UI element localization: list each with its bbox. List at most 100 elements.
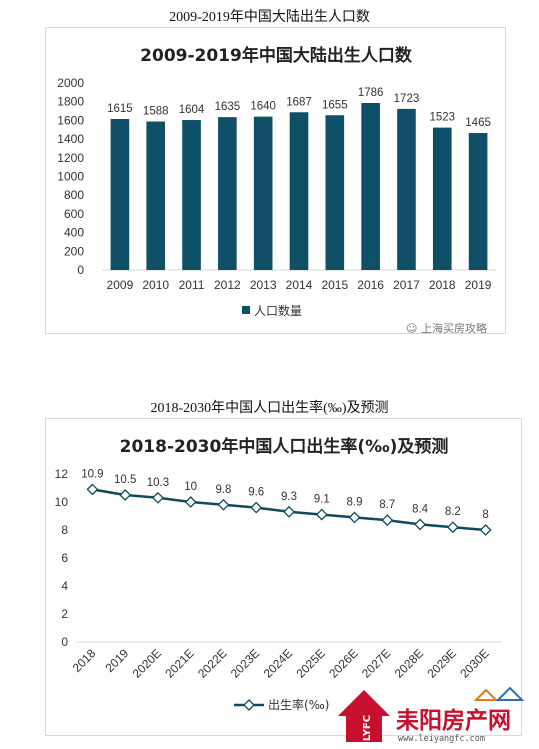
- y-tick-label: 2000: [57, 76, 84, 90]
- bar: [361, 103, 380, 270]
- x-tick-label: 2012: [214, 278, 241, 292]
- logo-side-text: LYFC: [362, 715, 373, 741]
- x-tick-label: 2026E: [326, 646, 360, 680]
- x-tick-label: 2029E: [425, 646, 459, 680]
- roof-icon-2: [495, 686, 525, 701]
- data-point-marker: [381, 514, 394, 527]
- line-chart: 2018-2030年中国人口出生率(‰)及预测 0 2 4 6 8 10 12 10.9 10…: [55, 436, 502, 712]
- point-data-label: 8.4: [412, 503, 429, 515]
- y-tick-label: 10: [55, 495, 69, 509]
- logo-house-icon: [338, 690, 390, 742]
- point-data-label: 8.7: [379, 499, 395, 511]
- point-data-label: 9.8: [215, 484, 231, 496]
- point-data-label: 8.9: [347, 496, 363, 508]
- y-tick-label: 1200: [57, 151, 84, 165]
- bar-data-label: 1523: [429, 112, 455, 124]
- y-tick-label: 2: [61, 607, 68, 621]
- x-tick-label: 2020E: [130, 646, 164, 680]
- data-point-marker: [86, 483, 99, 496]
- roof-icon: [473, 688, 499, 701]
- bar: [397, 108, 416, 270]
- bar-data-label: 1635: [215, 101, 241, 113]
- bar: [182, 120, 201, 270]
- x-tick-label: 2024E: [261, 646, 295, 680]
- x-tick-label: 2018: [429, 278, 456, 292]
- bar-data-label: 1604: [179, 104, 205, 116]
- legend-label: 出生率(‰): [268, 697, 329, 712]
- x-tick-label: 2010: [142, 278, 169, 292]
- data-point-marker: [446, 521, 459, 534]
- bar: [325, 115, 345, 270]
- y-tick-label: 800: [64, 188, 84, 202]
- bar-data-label: 1615: [107, 103, 133, 115]
- caption-bottom: 2018-2030年中国人口出生率(‰)及预测: [150, 401, 389, 416]
- y-tick-label: 1000: [57, 170, 84, 184]
- bar-data-label: 1687: [286, 96, 312, 108]
- x-tick-label: 2022E: [195, 646, 229, 680]
- x-tick-label: 2015: [321, 278, 348, 292]
- bar-data-label: 1640: [250, 101, 276, 113]
- data-point-marker: [184, 496, 197, 508]
- point-data-label: 8.2: [445, 506, 461, 518]
- data-point-marker: [479, 524, 492, 536]
- data-point-marker: [250, 501, 263, 514]
- point-data-label: 9.1: [314, 494, 330, 506]
- y-tick-label: 1400: [57, 132, 84, 146]
- point-data-label: 9.3: [281, 491, 297, 503]
- bar-chart-title: 2009-2019年中国大陆出生人口数: [140, 45, 413, 66]
- x-tick-label: 2023E: [228, 646, 262, 680]
- x-tick-label: 2028E: [392, 646, 426, 680]
- line-chart-panel: 2018-2030年中国人口出生率(‰)及预测 0 2 4 6 8 10 12 10.9 10…: [45, 418, 522, 736]
- site-logo: LYFC 耒阳房产网 www.leiyangfc.com: [336, 684, 539, 744]
- y-tick-label: 0: [77, 263, 84, 277]
- data-point-marker: [348, 511, 361, 524]
- x-tick-label: 2016: [357, 278, 384, 292]
- legend-swatch: [242, 306, 250, 314]
- x-tick-label: 2019: [465, 278, 492, 292]
- bar-chart-panel: 2009-2019年中国大陆出生人口数 0 200 400 600 800 1000 120…: [45, 27, 506, 335]
- data-point-marker: [283, 505, 295, 518]
- y-tick-label: 200: [64, 244, 84, 258]
- caption-top: 2009-2019年中国大陆出生人口数: [169, 10, 370, 25]
- bar-data-label: 1655: [322, 99, 348, 111]
- watermark-text: 上海买房攻略: [420, 322, 487, 335]
- bar: [146, 121, 166, 270]
- y-tick-label: 0: [61, 635, 68, 649]
- y-tick-label: 4: [61, 579, 68, 593]
- y-tick-label: 1800: [57, 95, 84, 109]
- wechat-icon: ☺: [406, 322, 418, 335]
- y-tick-label: 12: [55, 467, 69, 481]
- x-tick-label: 2018: [70, 646, 99, 675]
- x-tick-label: 2021E: [162, 646, 196, 680]
- point-data-label: 10.3: [147, 477, 169, 489]
- y-tick-label: 6: [61, 551, 68, 565]
- legend-label: 人口数量: [254, 303, 302, 318]
- bar: [432, 127, 452, 270]
- x-tick-label: 2009: [107, 278, 134, 292]
- data-point-marker: [152, 491, 164, 504]
- data-point-marker: [315, 508, 328, 521]
- bar-chart: 2009-2019年中国大陆出生人口数 0 200 400 600 800 1000 120…: [57, 45, 496, 318]
- bar: [468, 133, 488, 270]
- bar-data-label: 1786: [358, 87, 384, 99]
- bar: [218, 117, 237, 270]
- bar-data-label: 1588: [143, 106, 169, 118]
- x-tick-label: 2019: [102, 646, 131, 675]
- bar: [253, 116, 273, 270]
- bar: [289, 112, 309, 270]
- point-data-label: 10.9: [81, 468, 103, 480]
- y-tick-label: 1600: [57, 113, 84, 127]
- x-tick-label: 2017: [393, 278, 420, 292]
- data-point-marker: [217, 498, 230, 511]
- logo-graphic: LYFC 耒阳房产网 www.leiyangfc.com: [338, 686, 525, 744]
- legend-marker: [243, 699, 255, 711]
- y-tick-label: 600: [64, 207, 84, 221]
- bar-data-label: 1723: [394, 93, 420, 105]
- line-chart-title: 2018-2030年中国人口出生率(‰)及预测: [120, 436, 449, 457]
- x-tick-label: 2030E: [457, 646, 491, 680]
- x-tick-label: 2014: [286, 278, 313, 292]
- x-tick-label: 2025E: [293, 646, 327, 680]
- bar: [110, 118, 130, 270]
- point-data-label: 10.5: [114, 474, 136, 486]
- data-point-marker: [414, 518, 426, 531]
